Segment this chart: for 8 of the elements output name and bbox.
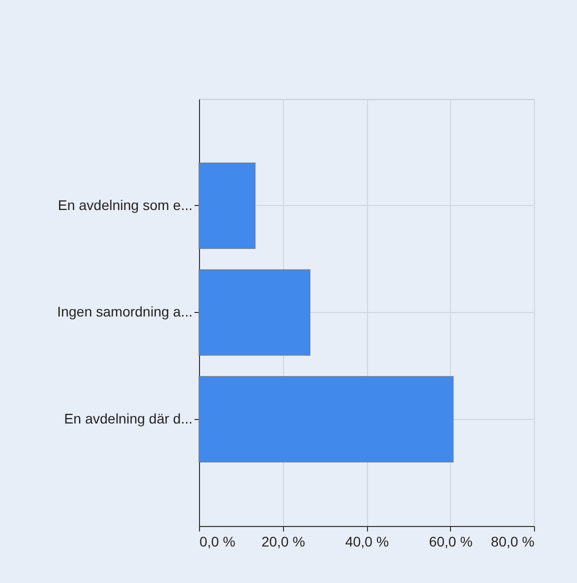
x-tick-label: 40,0 % — [345, 534, 389, 550]
y-tick-label: Ingen samordning a... — [57, 304, 192, 320]
x-tick-label: 20,0 % — [261, 534, 306, 550]
x-tick-label: 80,0 % — [490, 534, 534, 550]
y-tick-label: En avdelning där d... — [64, 410, 192, 426]
y-tick-label: En avdelning som e... — [58, 196, 192, 213]
x-tick-label: 60,0 % — [428, 534, 473, 550]
x-tick-label: 0,0 % — [200, 534, 236, 550]
